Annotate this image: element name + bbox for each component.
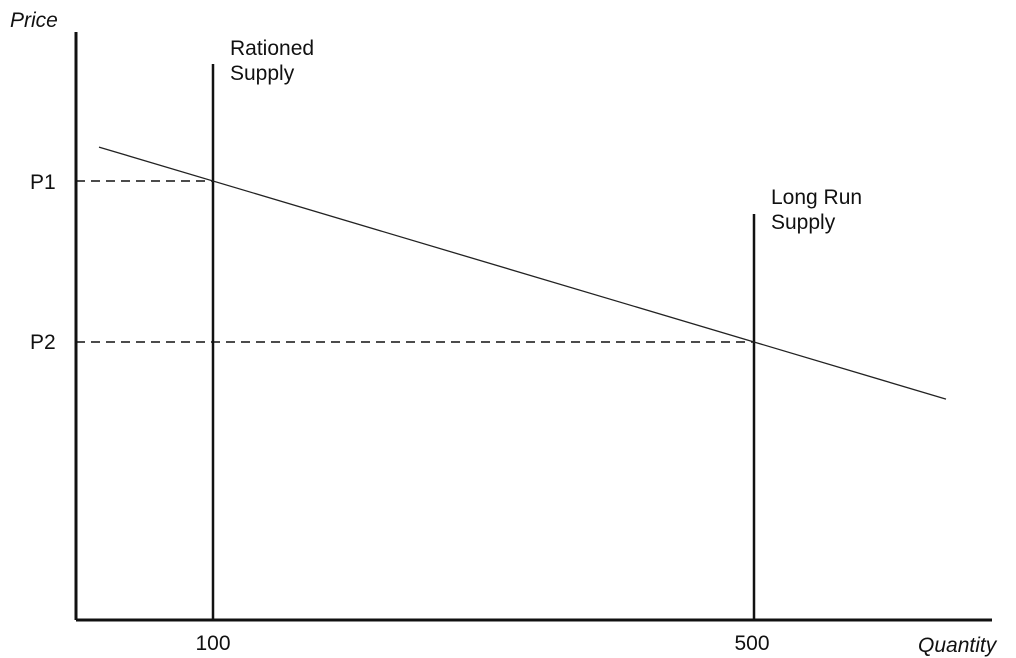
x-tick-label-500: 500: [734, 632, 769, 655]
rationed-supply-label: Rationed Supply: [230, 37, 320, 85]
rationed-supply-label-line2: Supply: [230, 62, 295, 85]
x-tick-label-100: 100: [195, 632, 230, 655]
y-tick-label-p1: P1: [30, 171, 56, 194]
labels: Price Quantity 100 500 P1 P2 Rationed Su…: [10, 9, 998, 657]
long-run-supply-label-line2: Supply: [771, 211, 836, 234]
x-axis-title: Quantity: [918, 634, 998, 657]
long-run-supply-label-line1: Long Run: [771, 186, 862, 209]
long-run-supply-label: Long Run Supply: [771, 186, 868, 234]
guide-lines: [76, 180, 754, 343]
demand-line: [98, 146, 947, 400]
y-axis-title: Price: [10, 9, 58, 32]
rationed-supply-label-line1: Rationed: [230, 37, 314, 60]
axes: [74, 32, 992, 622]
chart-series: [98, 64, 947, 620]
y-tick-label-p2: P2: [30, 331, 56, 354]
